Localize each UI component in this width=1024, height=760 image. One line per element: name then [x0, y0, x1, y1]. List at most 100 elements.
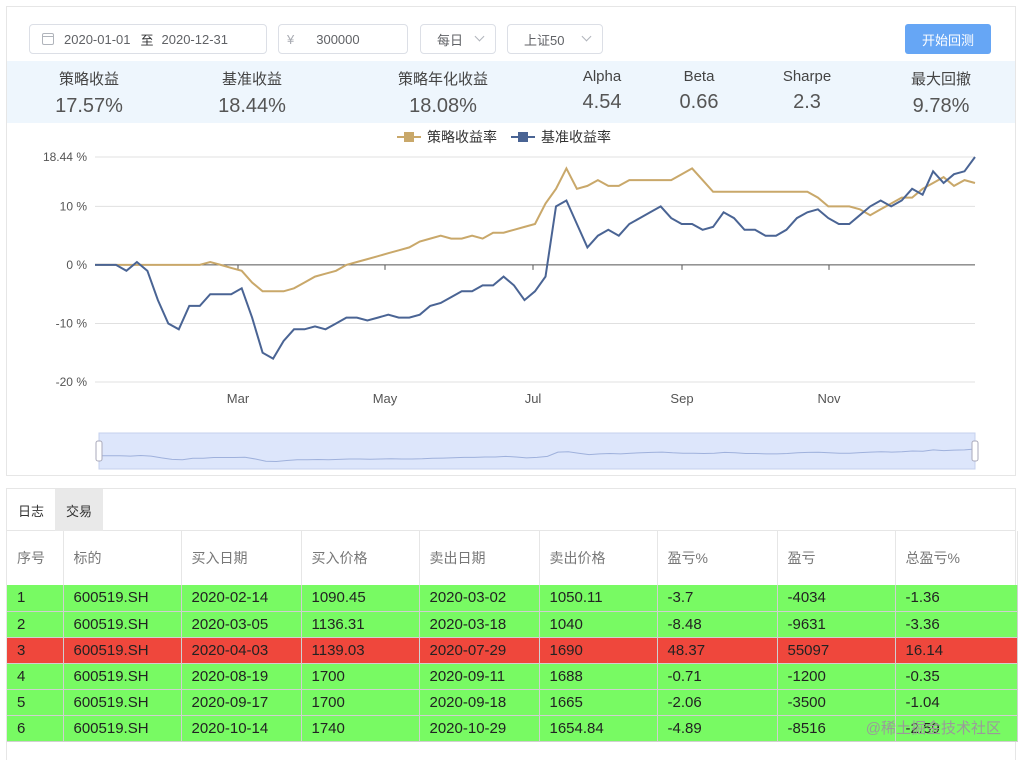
table-cell: 1665	[539, 689, 658, 716]
table-cell: 2020-03-18	[419, 611, 540, 638]
zoom-handle-left[interactable]	[95, 440, 103, 462]
frequency-select[interactable]: 每日	[420, 24, 496, 54]
table-cell: -0.71	[657, 663, 778, 690]
column-header: 买入日期	[181, 531, 302, 585]
y-tick-label: -20 %	[56, 375, 88, 389]
capital-input[interactable]: ¥ 300000	[278, 24, 408, 54]
table-cell: 600519.SH	[63, 611, 182, 638]
table-cell: -1.04	[895, 689, 1018, 716]
table-cell: 1040	[539, 611, 658, 638]
stat-label: 策略收益	[58, 71, 119, 88]
y-tick-label: 0 %	[66, 258, 87, 272]
legend-benchmark[interactable]: 基准收益率	[511, 127, 611, 147]
column-header: 买入价格	[301, 531, 420, 585]
table-cell: 600519.SH	[63, 715, 182, 742]
y-tick-label: -10 %	[56, 316, 88, 330]
chevron-down-icon	[474, 31, 485, 42]
table-cell: 48.37	[657, 637, 778, 664]
run-backtest-button[interactable]: 开始回测	[905, 24, 991, 54]
benchmark-series-line	[95, 156, 976, 360]
table-cell: 1	[7, 585, 64, 612]
table-row[interactable]: 6 600519.SH 2020-10-14 1740 2020-10-29 1654.8…	[7, 715, 1018, 742]
stat-value: 18.08%	[409, 95, 477, 117]
benchmark-select[interactable]: 上证50	[507, 24, 603, 54]
stat-annualized-return: 策略年化收益 18.08%	[373, 61, 513, 118]
tab-log[interactable]: 日志	[17, 503, 44, 519]
table-cell: 1654.84	[539, 715, 658, 742]
legend-benchmark-label: 基准收益率	[541, 129, 611, 145]
table-cell: 600519.SH	[63, 585, 182, 612]
table-cell: 2	[7, 611, 64, 638]
legend-strategy-label: 策略收益率	[427, 129, 497, 145]
legend-strategy[interactable]: 策略收益率	[397, 127, 497, 147]
stat-sharpe: Sharpe 2.3	[737, 61, 877, 114]
table-cell: 1700	[301, 689, 420, 716]
table-cell: -1200	[777, 663, 896, 690]
table-cell: 2020-10-14	[181, 715, 302, 742]
table-cell: 55097	[777, 637, 896, 664]
backtest-panel: 2020-01-01 至 2020-12-31 ¥ 300000 每日 上证50…	[6, 6, 1016, 476]
range-separator: 至	[140, 32, 154, 48]
table-cell: -2.06	[657, 689, 778, 716]
stat-value: 2.3	[793, 91, 821, 113]
table-cell: 1740	[301, 715, 420, 742]
table-row[interactable]: 1 600519.SH 2020-02-14 1090.45 2020-03-02 105…	[7, 585, 1018, 612]
tab-trades[interactable]: 交易	[55, 489, 103, 531]
table-cell: 1050.11	[539, 585, 658, 612]
table-row[interactable]: 2 600519.SH 2020-03-05 1136.31 2020-03-18 104…	[7, 611, 1018, 638]
table-cell: -1.36	[895, 585, 1018, 612]
stat-value: 9.78%	[912, 95, 970, 117]
stat-label: Beta	[683, 68, 715, 85]
stats-bar: 策略收益 17.57% 基准收益 18.44% 策略年化收益 18.08% Al…	[7, 61, 1015, 123]
table-cell: 2020-08-19	[181, 663, 302, 690]
table-row[interactable]: 4 600519.SH 2020-08-19 1700 2020-09-11 1688 -0…	[7, 663, 1018, 690]
zoom-slider-preview	[99, 448, 976, 463]
stat-label: 最大回撤	[910, 71, 971, 88]
currency-symbol: ¥	[287, 31, 295, 47]
stat-label: Sharpe	[782, 68, 832, 85]
frequency-value: 每日	[437, 32, 464, 48]
table-cell: 1688	[539, 663, 658, 690]
table-cell: -2.59	[895, 715, 1018, 742]
stat-label: 策略年化收益	[397, 71, 488, 88]
zoom-handle-right[interactable]	[971, 440, 979, 462]
x-tick-label: Mar	[227, 391, 250, 406]
column-header: 卖出价格	[539, 531, 658, 585]
date-range-picker[interactable]: 2020-01-01 至 2020-12-31	[29, 24, 267, 54]
table-row[interactable]: 5 600519.SH 2020-09-17 1700 2020-09-18 1665 -2…	[7, 689, 1018, 716]
start-date[interactable]: 2020-01-01	[64, 31, 131, 47]
table-cell: 2020-03-05	[181, 611, 302, 638]
table-cell: 2020-09-18	[419, 689, 540, 716]
y-tick-label: 18.44 %	[43, 150, 87, 164]
column-header: 标的	[63, 531, 182, 585]
stat-value: 17.57%	[55, 95, 123, 117]
table-cell: 2020-07-29	[419, 637, 540, 664]
table-cell: -3.36	[895, 611, 1018, 638]
table-cell: 600519.SH	[63, 663, 182, 690]
y-tick-label: 10 %	[60, 199, 88, 213]
stat-strategy-return: 策略收益 17.57%	[19, 61, 159, 118]
stat-value: 0.66	[679, 91, 719, 113]
table-cell: 1690	[539, 637, 658, 664]
benchmark-value: 上证50	[524, 32, 565, 48]
end-date[interactable]: 2020-12-31	[161, 31, 229, 47]
table-cell: 6	[7, 715, 64, 742]
table-cell: -8516	[777, 715, 896, 742]
log-panel: 日志 交易 序号 标的 买入日期 买入价格 卖出日期 卖出价格 盈亏% 盈亏 总盈亏% 1 600…	[6, 488, 1018, 760]
table-cell: 1090.45	[301, 585, 420, 612]
table-cell: -4.89	[657, 715, 778, 742]
capital-value[interactable]: 300000	[316, 31, 360, 47]
x-tick-label: Sep	[670, 391, 693, 406]
table-cell: 16.14	[895, 637, 1018, 664]
table-cell: -3500	[777, 689, 896, 716]
stat-alpha: Alpha 4.54	[532, 61, 672, 114]
legend-benchmark-swatch	[511, 132, 535, 142]
table-row[interactable]: 3 600519.SH 2020-04-03 1139.03 2020-07-29 169…	[7, 637, 1018, 664]
table-cell: 1136.31	[301, 611, 420, 638]
table-cell: 2020-09-11	[419, 663, 540, 690]
stat-beta: Beta 0.66	[629, 61, 769, 114]
table-cell: 4	[7, 663, 64, 690]
x-tick-label: Jul	[525, 391, 542, 406]
x-tick-label: May	[373, 391, 398, 406]
table-cell: 5	[7, 689, 64, 716]
